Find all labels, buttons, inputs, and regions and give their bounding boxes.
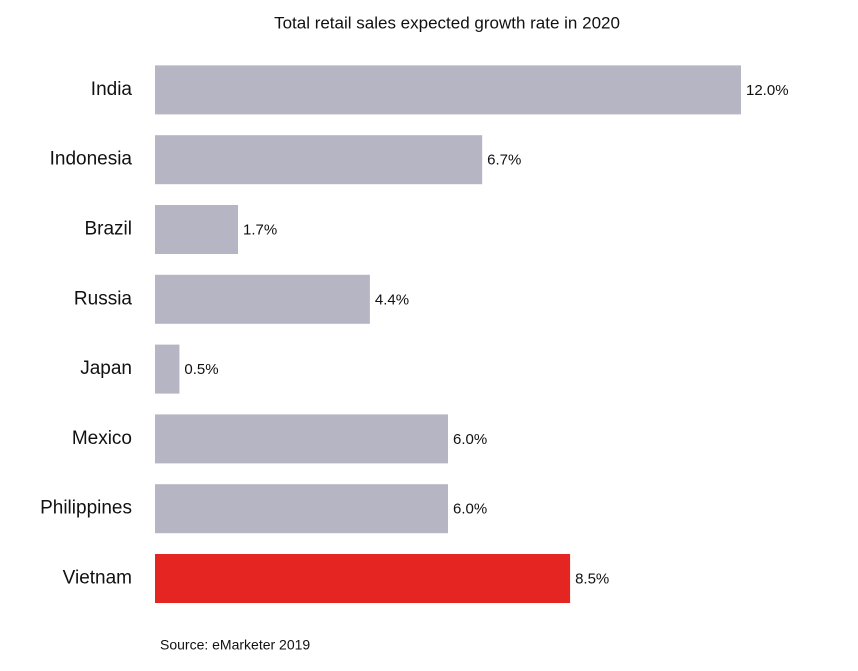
category-label: Brazil	[84, 219, 132, 240]
category-label: Russia	[74, 288, 133, 309]
bar	[155, 414, 448, 464]
bar	[155, 135, 483, 185]
source-note: Source: eMarketer 2019	[160, 637, 310, 653]
value-label: 0.5%	[184, 361, 218, 378]
category-label: Philippines	[40, 498, 132, 519]
value-label: 6.0%	[453, 501, 487, 518]
category-label: Mexico	[72, 428, 132, 449]
bar	[155, 344, 180, 394]
category-label: Vietnam	[63, 568, 132, 589]
value-label: 6.7%	[487, 152, 521, 169]
value-label: 4.4%	[375, 291, 409, 308]
bar	[155, 554, 571, 603]
value-label: 1.7%	[243, 221, 277, 238]
category-label: Japan	[80, 358, 132, 379]
value-label: 12.0%	[746, 82, 789, 99]
value-label: 8.5%	[575, 570, 609, 587]
value-label: 6.0%	[453, 431, 487, 448]
category-label: Indonesia	[50, 149, 133, 170]
bar	[155, 65, 741, 115]
bar	[155, 484, 448, 534]
category-label: India	[91, 79, 133, 100]
bar	[155, 274, 370, 324]
bar	[155, 205, 239, 254]
chart-title: Total retail sales expected growth rate …	[274, 13, 620, 32]
